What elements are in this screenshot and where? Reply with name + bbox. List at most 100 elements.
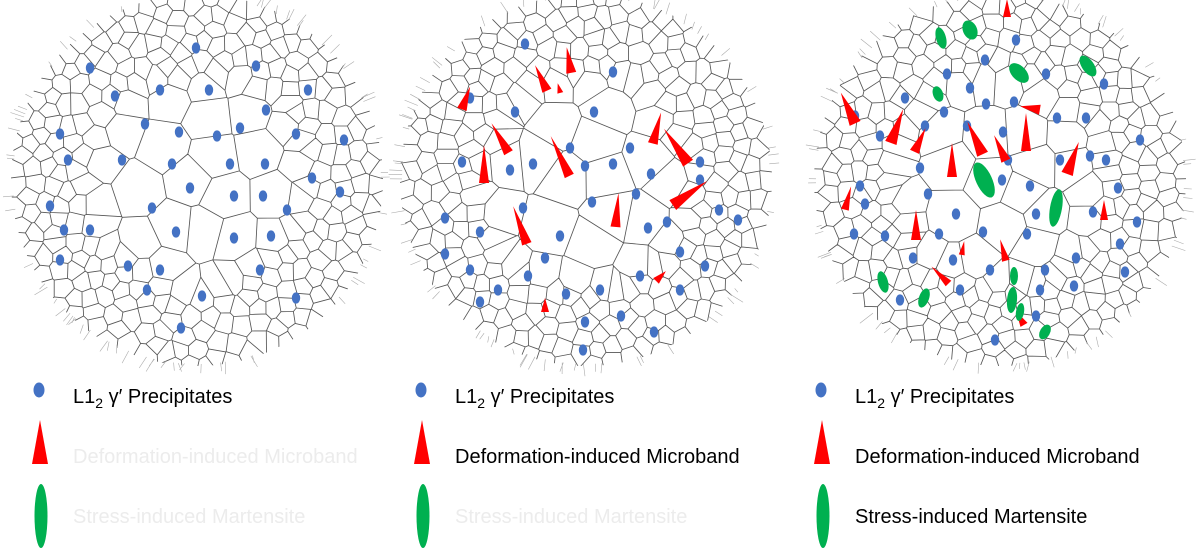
legend-label-martensite: Stress-induced Martensite: [73, 506, 305, 528]
martensite-ellipse: [1015, 303, 1025, 321]
precipitate-dot: [608, 66, 618, 78]
precipitate-dot: [225, 158, 235, 170]
precipitate-dot: [880, 230, 890, 242]
precipitate-dot: [589, 106, 599, 118]
precipitate-dot: [915, 162, 925, 174]
precipitate-dot: [1011, 34, 1021, 46]
microband-triangle: [669, 181, 708, 210]
microband-triangle: [1100, 200, 1108, 220]
precipitate-dot: [646, 168, 656, 180]
precipitate-dot: [1101, 154, 1111, 166]
precipitate-dot: [1069, 280, 1079, 292]
precipitate-dot: [510, 106, 520, 118]
microband-triangle: [557, 83, 564, 94]
feature-layer: [840, 0, 1145, 346]
legend-precipitate-icon: [415, 382, 427, 398]
precipitate-dot: [616, 310, 626, 322]
microband-triangle: [885, 109, 904, 145]
microband-triangle: [1061, 142, 1079, 176]
precipitate-dot: [55, 128, 65, 140]
precipitate-dot: [117, 154, 127, 166]
precipitate-dot: [197, 290, 207, 302]
grain-boundaries: [814, 0, 1186, 366]
microband-triangle: [535, 65, 552, 93]
martensite-ellipse: [935, 27, 947, 49]
precipitate-dot: [649, 326, 659, 338]
precipitate-dot: [339, 134, 349, 146]
legend-martensite-icon: [816, 484, 830, 548]
grain-boundaries: [400, 0, 772, 366]
precipitate-dot: [1040, 264, 1050, 276]
precipitate-dot: [1113, 182, 1123, 194]
microband-triangle: [550, 136, 574, 179]
microband-triangle: [994, 135, 1011, 163]
precipitate-dot: [1022, 228, 1032, 240]
martensite-ellipse: [932, 86, 944, 102]
precipitate-dot: [900, 92, 910, 104]
precipitate-dot: [939, 106, 949, 118]
precipitate-dot: [63, 154, 73, 166]
legend-label-precipitate: L12 γ′ Precipitates: [73, 386, 232, 411]
microband-triangle: [947, 143, 957, 177]
precipitate-dot: [1052, 112, 1062, 124]
legend-martensite-icon: [34, 484, 48, 548]
precipitate-dot: [282, 204, 292, 216]
martensite-ellipse: [973, 162, 995, 198]
precipitate-dot: [1115, 238, 1125, 250]
microband-triangle: [1021, 113, 1031, 151]
precipitate-dot: [123, 260, 133, 272]
precipitate-dot: [440, 212, 450, 224]
martensite-ellipse: [1079, 55, 1097, 77]
precipitate-dot: [59, 224, 69, 236]
precipitate-dot: [1081, 112, 1091, 124]
precipitate-dot: [580, 316, 590, 328]
precipitate-dot: [675, 284, 685, 296]
precipitate-dot: [1135, 134, 1145, 146]
precipitate-dot: [142, 284, 152, 296]
precipitate-dot: [643, 222, 653, 234]
microband-triangle: [1003, 0, 1011, 17]
precipitate-dot: [291, 128, 301, 140]
precipitate-dot: [155, 264, 165, 276]
precipitate-dot: [212, 130, 222, 142]
precipitate-dot: [962, 120, 972, 132]
precipitate-dot: [55, 254, 65, 266]
martensite-ellipse: [1009, 63, 1029, 83]
microband-triangle: [910, 128, 926, 154]
precipitate-dot: [625, 142, 635, 154]
precipitate-dot: [85, 224, 95, 236]
precipitate-dot: [1055, 154, 1065, 166]
precipitate-dot: [923, 188, 933, 200]
precipitate-dot: [700, 260, 710, 272]
precipitate-dot: [505, 164, 515, 176]
precipitate-dot: [251, 60, 261, 72]
microband-triangle: [653, 271, 666, 284]
precipitate-dot: [855, 180, 865, 192]
precipitate-dot: [457, 156, 467, 168]
grain-boundaries: [11, 0, 383, 366]
microband-triangle: [541, 298, 549, 312]
precipitate-dot: [860, 198, 870, 210]
precipitate-dot: [1025, 180, 1035, 192]
microband-triangle: [566, 47, 577, 74]
precipitate-dot: [981, 98, 991, 110]
precipitate-dot: [985, 264, 995, 276]
precipitate-dot: [631, 188, 641, 200]
microband-triangle: [931, 266, 952, 287]
precipitate-dot: [255, 264, 265, 276]
microband-triangle: [610, 193, 621, 228]
grain-boundary-whiskers: [2, 0, 390, 375]
legend-label-precipitate: L12 γ′ Precipitates: [455, 386, 614, 411]
microband-triangle: [967, 121, 988, 157]
precipitate-dot: [561, 288, 571, 300]
panel-deformed-high: L12 γ′ Precipitates Deformation-induced M…: [805, 0, 1196, 548]
precipitate-dot: [518, 202, 528, 214]
precipitate-dot: [229, 232, 239, 244]
feature-layer: [440, 38, 743, 356]
microband-triangle: [1020, 104, 1041, 115]
precipitate-dot: [675, 246, 685, 258]
grain-boundary-whiskers: [388, 0, 780, 377]
precipitate-dot: [1041, 68, 1051, 80]
legend-label-martensite: Stress-induced Martensite: [855, 506, 1087, 528]
